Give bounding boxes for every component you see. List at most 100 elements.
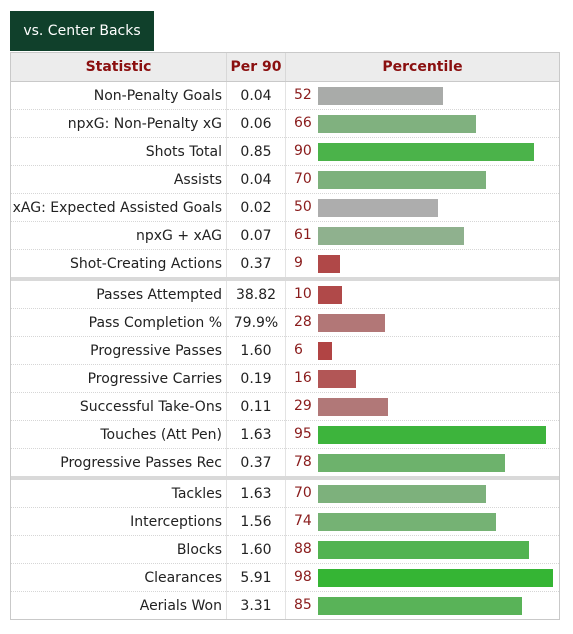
per90-value: 0.04 — [226, 165, 286, 194]
percentile-cell: 98 — [285, 563, 559, 592]
per90-value: 0.02 — [226, 193, 286, 222]
table-header-row: Statistic Per 90 Percentile — [11, 53, 559, 82]
percentile-value: 98 — [294, 569, 312, 585]
percentile-cell: 29 — [285, 392, 559, 421]
percentile-value: 74 — [294, 513, 312, 529]
per90-value: 3.31 — [226, 591, 286, 619]
per90-value: 1.60 — [226, 535, 286, 564]
percentile-cell: 10 — [285, 279, 559, 309]
percentile-value: 78 — [294, 454, 312, 470]
percentile-cell: 85 — [286, 592, 560, 620]
percentile-value: 61 — [294, 227, 312, 243]
percentile-cell: 70 — [285, 165, 559, 194]
stat-name: Tackles — [11, 478, 227, 508]
table-row: npxG + xAG 0.07 61 — [11, 221, 559, 250]
stat-name: npxG + xAG — [11, 221, 227, 250]
percentile-value: 70 — [294, 171, 312, 187]
table-row: xAG: Expected Assisted Goals 0.02 50 — [11, 193, 559, 222]
header-per90[interactable]: Per 90 — [226, 53, 286, 82]
percentile-value: 52 — [294, 87, 312, 103]
percentile-bar — [318, 227, 465, 245]
per90-value: 0.37 — [226, 448, 286, 480]
table-row: Tackles 1.63 70 — [11, 478, 559, 508]
stat-name: Progressive Passes — [11, 336, 227, 365]
comparison-tab-label: vs. Center Backs — [23, 23, 141, 39]
table-row: Shot-Creating Actions 0.37 9 — [11, 249, 559, 281]
percentile-cell: 78 — [285, 448, 559, 480]
percentile-bar — [318, 87, 443, 105]
percentile-bar — [318, 398, 388, 416]
percentile-bar — [318, 569, 554, 587]
stat-name: Shots Total — [11, 137, 227, 166]
percentile-cell: 52 — [285, 81, 559, 110]
stat-name: Aerials Won — [139, 597, 222, 614]
percentile-cell: 28 — [285, 308, 559, 337]
table-row: Interceptions 1.56 74 — [11, 507, 559, 536]
percentile-table: Statistic Per 90 Percentile Non-Penalty … — [10, 52, 560, 620]
percentile-bar — [318, 426, 546, 444]
percentile-bar — [318, 370, 357, 388]
table-row: Progressive Passes Rec 0.37 78 — [11, 448, 559, 480]
percentile-bar — [318, 255, 340, 273]
per90-value: 1.63 — [226, 420, 286, 449]
percentile-bar — [318, 171, 486, 189]
percentile-cell: 61 — [285, 221, 559, 250]
percentile-value: 70 — [294, 485, 312, 501]
stat-name: npxG: Non-Penalty xG — [11, 109, 227, 138]
percentile-bar — [318, 314, 386, 332]
percentile-cell: 74 — [285, 507, 559, 536]
percentile-value: 6 — [294, 342, 303, 358]
stat-name: Interceptions — [11, 507, 227, 536]
percentile-cell: 50 — [285, 193, 559, 222]
stat-name: Blocks — [11, 535, 227, 564]
percentile-cell: 70 — [285, 478, 559, 508]
header-statistic[interactable]: Statistic — [11, 53, 227, 82]
per90-value: 0.06 — [226, 109, 286, 138]
stat-name: Non-Penalty Goals — [11, 81, 227, 110]
percentile-bar — [318, 143, 534, 161]
per90-value: 0.04 — [226, 81, 286, 110]
percentile-value: 88 — [294, 541, 312, 557]
table-row: npxG: Non-Penalty xG 0.06 66 — [11, 109, 559, 138]
percentile-value: 29 — [294, 398, 312, 414]
percentile-cell: 88 — [285, 535, 559, 564]
table-row: Successful Take-Ons 0.11 29 — [11, 392, 559, 421]
percentile-value: 85 — [294, 597, 312, 613]
percentile-cell: 6 — [285, 336, 559, 365]
per90-value: 1.63 — [226, 478, 286, 508]
percentile-bar — [318, 115, 477, 133]
per90-value: 0.85 — [226, 137, 286, 166]
table-row: Non-Penalty Goals 0.04 52 — [11, 81, 559, 110]
stat-name: xAG: Expected Assisted Goals — [11, 193, 227, 222]
percentile-bar — [318, 286, 342, 304]
table-row: Touches (Att Pen) 1.63 95 — [11, 420, 559, 449]
percentile-value: 90 — [294, 143, 312, 159]
percentile-value: 95 — [294, 426, 312, 442]
percentile-value: 10 — [294, 286, 312, 302]
percentile-value: 28 — [294, 314, 312, 330]
percentile-cell: 66 — [285, 109, 559, 138]
percentile-bar — [318, 199, 438, 217]
table-row: Blocks 1.60 88 — [11, 535, 559, 564]
comparison-tab[interactable]: vs. Center Backs — [10, 11, 154, 51]
table-row: Progressive Passes 1.60 6 — [11, 336, 559, 365]
stat-name: Successful Take-Ons — [11, 392, 227, 421]
per90-value: 0.37 — [226, 249, 286, 281]
percentile-value: 50 — [294, 199, 312, 215]
table-row: Progressive Carries 0.19 16 — [11, 364, 559, 393]
percentile-cell: 9 — [285, 249, 559, 281]
table-row: Aerials Won 3.31 85 — [11, 591, 560, 620]
percentile-bar — [318, 454, 506, 472]
percentile-bar — [318, 485, 486, 503]
per90-value: 0.11 — [226, 392, 286, 421]
table-row: Passes Attempted 38.82 10 — [11, 279, 559, 309]
percentile-value: 16 — [294, 370, 312, 386]
per90-value: 79.9% — [226, 308, 286, 337]
stat-name: Pass Completion % — [11, 308, 227, 337]
stat-name: Progressive Passes Rec — [11, 448, 227, 480]
header-percentile[interactable]: Percentile — [285, 53, 559, 82]
stat-name: Passes Attempted — [11, 279, 227, 309]
percentile-bar — [318, 342, 333, 360]
percentile-cell: 95 — [285, 420, 559, 449]
per90-value: 1.56 — [226, 507, 286, 536]
